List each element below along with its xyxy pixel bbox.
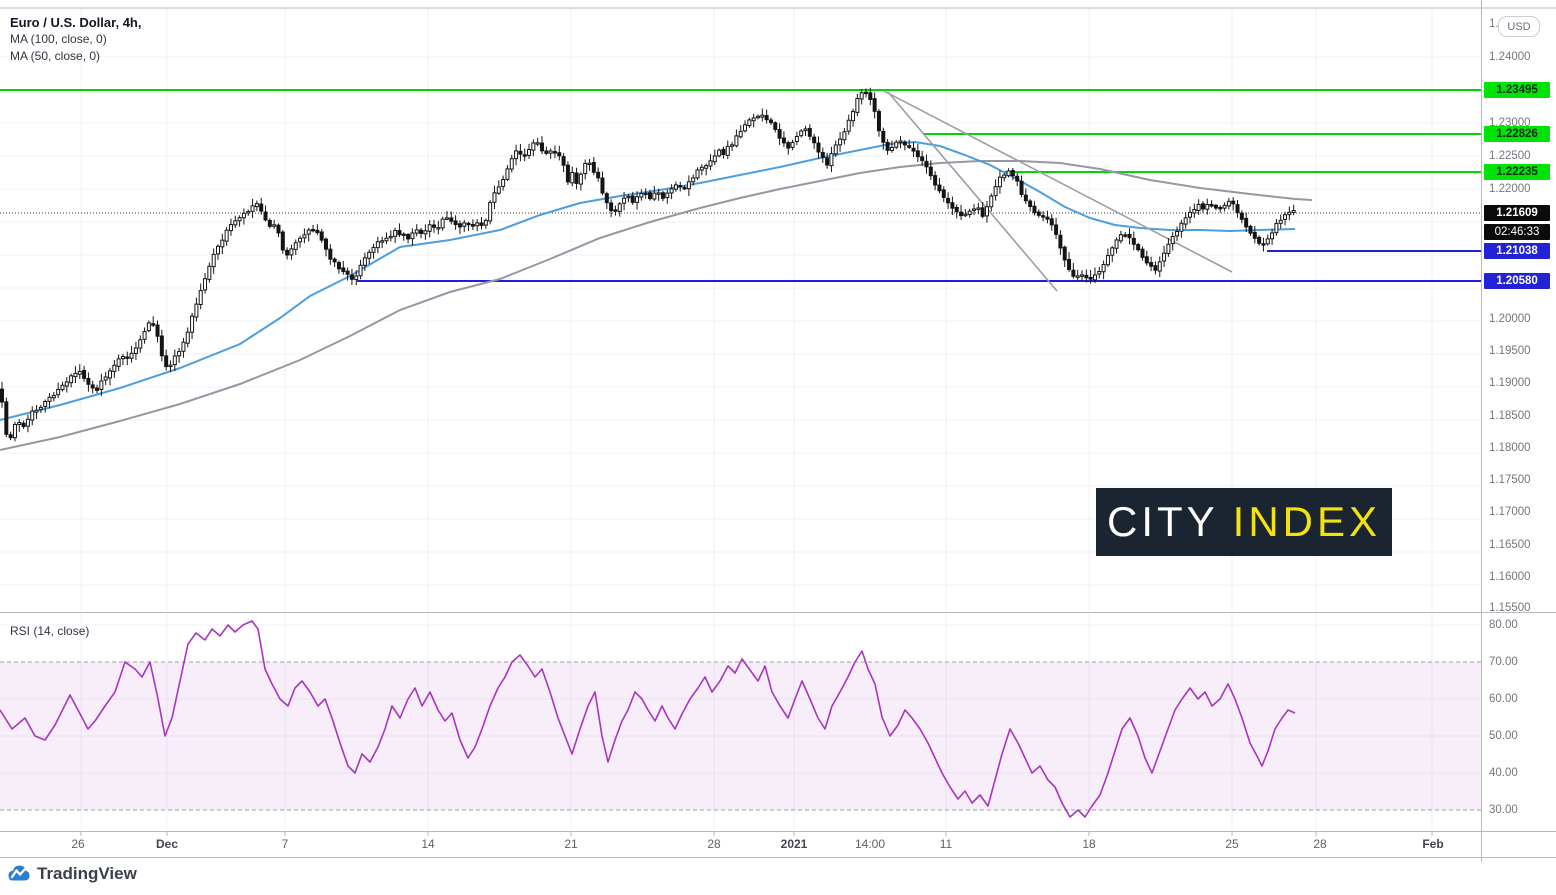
price-tick-label: 1.17000 xyxy=(1489,506,1531,518)
price-level-label: 1.21038 xyxy=(1484,243,1550,259)
time-axis[interactable]: 26 Dec 7 14 21 28 2021 14:00 11 18 25 28 Feb xyxy=(0,832,1481,857)
time-axis-label: 14:00 xyxy=(854,837,886,851)
currency-toggle-chip[interactable]: USD xyxy=(1498,16,1540,37)
tradingview-brand-text: TradingView xyxy=(37,864,137,883)
ma50-legend-row[interactable]: MA (50, close, 0) xyxy=(10,49,101,63)
price-tick-label: 1.22000 xyxy=(1489,183,1531,195)
candle-countdown-label: 02:46:33 xyxy=(1484,224,1550,240)
price-tick-label: 1.16500 xyxy=(1489,539,1531,551)
price-tick-label: 1.20000 xyxy=(1489,313,1531,325)
time-axis-label: 18 xyxy=(1082,837,1096,851)
price-tick-label: 1.18500 xyxy=(1489,410,1531,422)
price-level-label: 1.23495 xyxy=(1484,82,1550,98)
price-tick-label: 1.19000 xyxy=(1489,377,1531,389)
price-tick-label: 1.15500 xyxy=(1489,602,1531,614)
time-axis-label: Feb xyxy=(1422,837,1444,851)
tradingview-logo-icon xyxy=(8,865,30,881)
price-level-label: 1.22826 xyxy=(1484,126,1550,142)
rsi-tick-label: 30.00 xyxy=(1489,804,1518,816)
rsi-tick-label: 40.00 xyxy=(1489,767,1518,779)
time-axis-label: Dec xyxy=(155,837,179,851)
time-axis-label: 28 xyxy=(1313,837,1327,851)
rsi-legend-row[interactable]: RSI (14, close) xyxy=(10,624,90,638)
time-axis-label: 2021 xyxy=(780,837,808,851)
price-tick-label: 1.19500 xyxy=(1489,345,1531,357)
rsi-tick-label: 70.00 xyxy=(1489,656,1518,668)
symbol-title[interactable]: Euro / U.S. Dollar, 4h, xyxy=(10,15,142,30)
price-tick-label: 1.17500 xyxy=(1489,474,1531,486)
price-tick-label: 1.16000 xyxy=(1489,571,1531,583)
tradingview-attribution[interactable]: TradingView xyxy=(8,864,137,884)
price-tick-label: 1.24000 xyxy=(1489,51,1531,63)
watermark-word-index: INDEX xyxy=(1232,498,1382,545)
time-axis-label: 21 xyxy=(564,837,578,851)
ma100-legend-row[interactable]: MA (100, close, 0) xyxy=(10,32,107,46)
time-axis-label: 11 xyxy=(939,837,953,851)
price-tick-label: 1.22500 xyxy=(1489,150,1531,162)
price-level-label: 1.20580 xyxy=(1484,273,1550,289)
price-axis[interactable]: USD 1.245001.240001.230001.225001.220001… xyxy=(1481,0,1556,862)
time-axis-label: 25 xyxy=(1225,837,1239,851)
chart-legend: Euro / U.S. Dollar, 4h, MA (100, close, … xyxy=(10,14,141,65)
current-price-label: 1.21609 xyxy=(1484,205,1550,221)
price-level-label: 1.22235 xyxy=(1484,164,1550,180)
rsi-tick-label: 60.00 xyxy=(1489,693,1518,705)
time-axis-label: 26 xyxy=(71,837,85,851)
city-index-watermark: CITY INDEX xyxy=(1096,488,1392,556)
time-axis-label: 14 xyxy=(421,837,435,851)
time-axis-label: 7 xyxy=(281,837,289,851)
time-axis-label: 28 xyxy=(707,837,721,851)
rsi-tick-label: 80.00 xyxy=(1489,619,1518,631)
price-tick-label: 1.18000 xyxy=(1489,442,1531,454)
rsi-tick-label: 50.00 xyxy=(1489,730,1518,742)
watermark-word-city: CITY xyxy=(1106,498,1219,545)
